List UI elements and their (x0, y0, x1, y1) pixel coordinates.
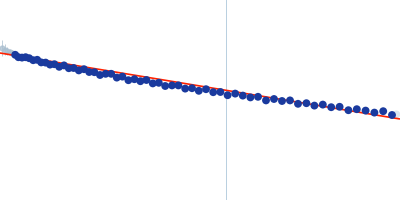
Point (47, 63, 53, 66)
Point (247, 96, 254, 99)
Point (303, 102, 310, 105)
Point (162, 84, 168, 88)
Point (371, 111, 378, 114)
Point (102, 72, 109, 75)
Point (169, 84, 175, 87)
Point (61, 64, 67, 67)
Point (42, 61, 49, 64)
Point (328, 106, 334, 109)
Point (56, 65, 62, 68)
Point (380, 110, 386, 113)
Point (34, 58, 40, 61)
Point (22, 56, 29, 59)
Point (240, 94, 246, 97)
Point (26, 57, 32, 60)
Point (182, 87, 188, 90)
Point (12, 53, 18, 56)
Point (76, 69, 82, 72)
Point (125, 79, 132, 82)
Point (287, 99, 293, 102)
Point (66, 67, 72, 70)
Point (210, 91, 216, 94)
Point (311, 104, 318, 107)
Point (175, 84, 182, 87)
Point (108, 72, 114, 75)
Point (143, 78, 150, 82)
Point (119, 75, 126, 78)
Point (81, 68, 87, 71)
Point (19, 56, 25, 59)
Point (51, 63, 58, 66)
Point (91, 71, 98, 74)
Point (189, 87, 195, 90)
Point (196, 89, 202, 92)
Point (345, 109, 352, 112)
Point (97, 73, 103, 77)
Point (30, 59, 36, 62)
Point (137, 80, 144, 83)
Point (271, 97, 277, 101)
Point (131, 78, 138, 81)
Point (393, 113, 400, 116)
Point (38, 61, 44, 64)
Point (389, 113, 395, 117)
Point (114, 76, 120, 79)
Point (263, 99, 269, 102)
Point (15, 56, 22, 59)
Point (255, 95, 261, 98)
Point (150, 82, 156, 85)
Point (156, 81, 162, 84)
Point (320, 103, 326, 106)
Point (279, 99, 285, 103)
Point (70, 66, 77, 70)
Point (232, 92, 238, 95)
Point (295, 102, 301, 105)
Point (336, 105, 343, 108)
Point (354, 108, 360, 111)
Point (362, 109, 369, 112)
Point (86, 70, 92, 74)
Point (217, 90, 224, 94)
Point (224, 94, 231, 97)
Point (203, 88, 209, 91)
